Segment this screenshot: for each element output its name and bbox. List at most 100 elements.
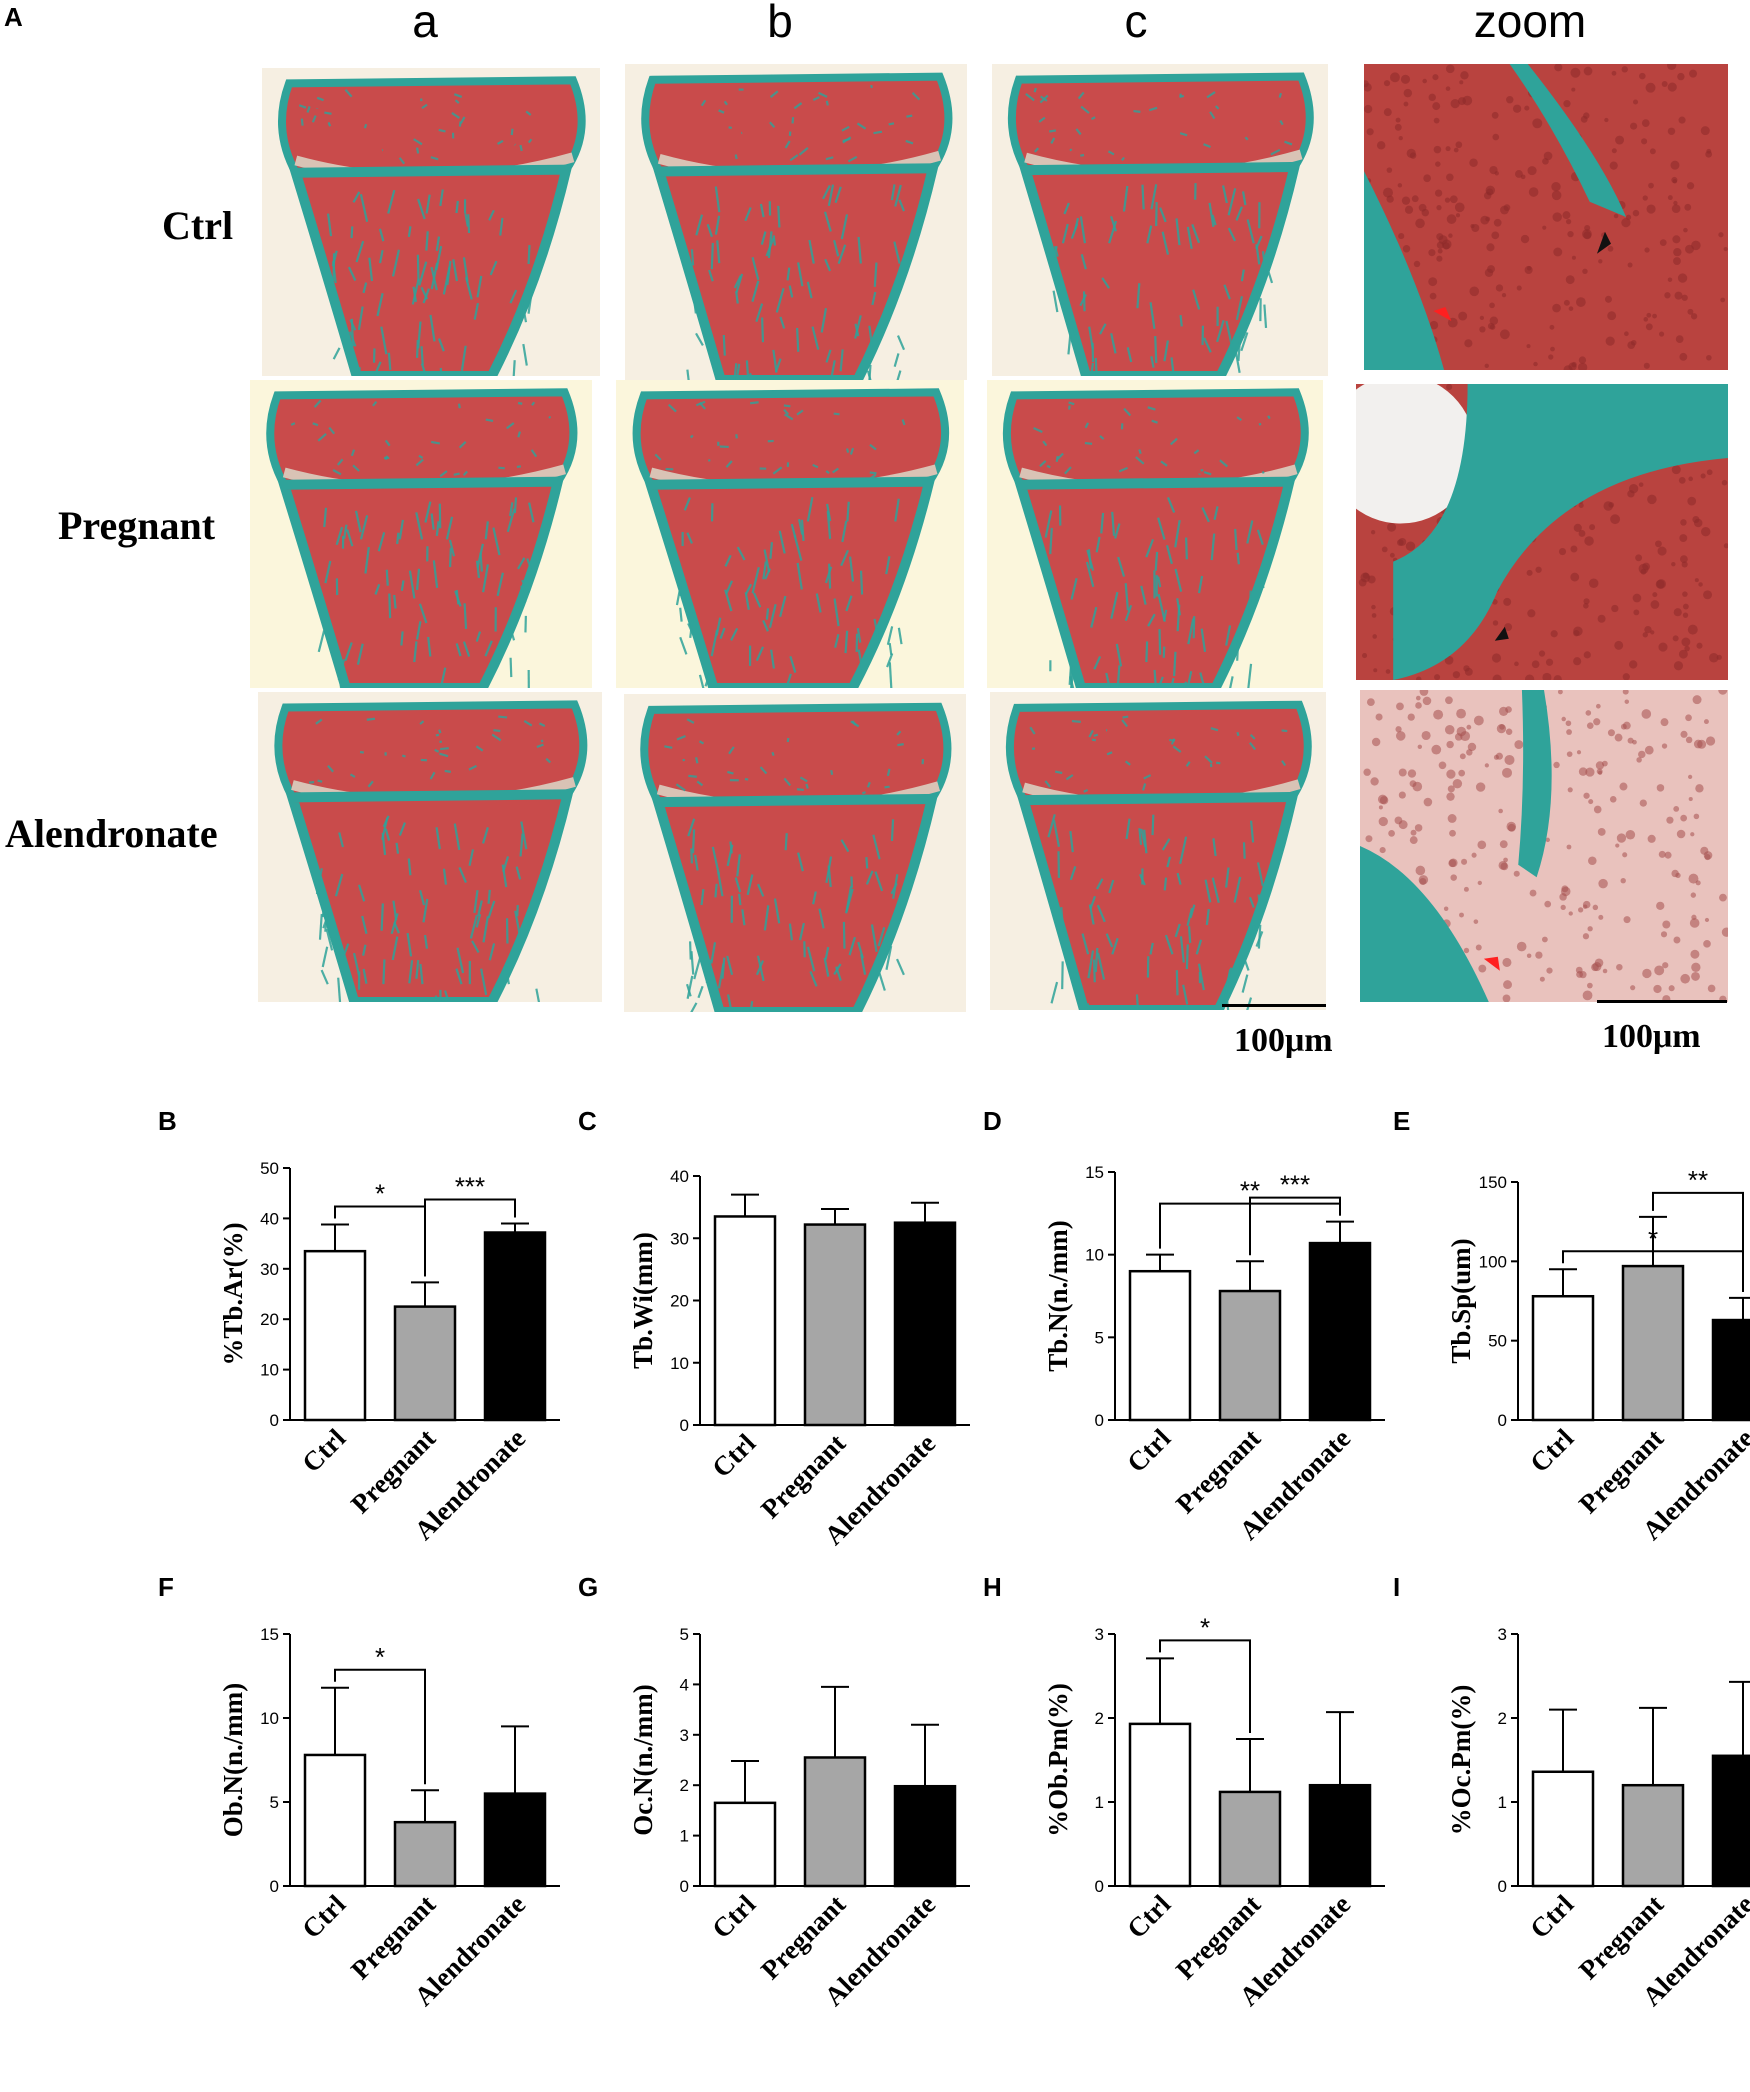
panel-label-d: D <box>983 1106 1002 1136</box>
x-tick-label-pregnant: Pregnant <box>1170 1423 1266 1519</box>
bar-alendronate <box>895 1786 955 1886</box>
micrograph-pregnant-a <box>250 380 592 688</box>
y-tick-label: 40 <box>260 1209 279 1228</box>
bar-pregnant <box>1220 1792 1280 1886</box>
y-axis-label: Ob.N(n./mm) <box>218 1683 248 1838</box>
micrograph-alendronate-b <box>624 694 966 1012</box>
micrograph-pregnant-c <box>987 380 1323 688</box>
y-tick-label: 5 <box>680 1625 689 1644</box>
bar-alendronate <box>1310 1785 1370 1886</box>
y-tick-label: 50 <box>1488 1332 1507 1351</box>
panel-label-e: E <box>1393 1106 1410 1136</box>
y-tick-label: 40 <box>670 1167 689 1186</box>
y-tick-label: 0 <box>1095 1411 1104 1430</box>
y-tick-label: 2 <box>680 1776 689 1795</box>
panel-label-a: A <box>4 2 23 33</box>
bar-alendronate <box>895 1223 955 1425</box>
scale-bar-line-1 <box>1222 1004 1326 1007</box>
bar-ctrl <box>1130 1271 1190 1420</box>
y-tick-label: 3 <box>1095 1625 1104 1644</box>
scale-bar-label-2: 100μm <box>1602 1018 1701 1056</box>
y-tick-label: 15 <box>1085 1163 1104 1182</box>
y-tick-label: 5 <box>1095 1328 1104 1347</box>
x-tick-label-ctrl: Ctrl <box>706 1428 761 1483</box>
y-axis-label: Oc.N(n./mm) <box>628 1684 658 1835</box>
y-tick-label: 20 <box>260 1310 279 1329</box>
x-tick-label-pregnant: Pregnant <box>755 1889 851 1985</box>
bar-alendronate <box>1713 1756 1750 1886</box>
x-tick-label-ctrl: Ctrl <box>296 1423 351 1478</box>
significance-label: *** <box>455 1171 485 1201</box>
scale-bar-line-2 <box>1597 1000 1727 1003</box>
significance-label: * <box>1648 1223 1658 1253</box>
bar-pregnant <box>805 1757 865 1886</box>
y-tick-label: 0 <box>680 1416 689 1435</box>
y-axis-label: Tb.Wi(mm) <box>628 1232 658 1369</box>
chart-e: E050100150Tb.Sp(um)CtrlPregnantAlendrona… <box>1385 1106 1745 1626</box>
y-tick-label: 0 <box>680 1877 689 1896</box>
panel-label-c: C <box>578 1106 597 1136</box>
y-tick-label: 2 <box>1095 1709 1104 1728</box>
x-tick-label-pregnant: Pregnant <box>755 1428 851 1524</box>
column-label-a: a <box>365 0 485 48</box>
bar-ctrl <box>1130 1724 1190 1886</box>
x-tick-label-pregnant: Pregnant <box>1573 1889 1669 1985</box>
chart-b: B01020304050%Tb.Ar(%)CtrlPregnantAlendro… <box>150 1106 510 1626</box>
bar-pregnant <box>1220 1291 1280 1420</box>
y-tick-label: 10 <box>670 1354 689 1373</box>
bar-pregnant <box>805 1225 865 1425</box>
y-tick-label: 3 <box>1498 1625 1507 1644</box>
row-label-alendronate: Alendronate <box>5 810 218 857</box>
y-axis-label: %Ob.Pm(%) <box>1043 1683 1073 1837</box>
y-tick-label: 50 <box>260 1159 279 1178</box>
bar-alendronate <box>1310 1243 1370 1420</box>
y-tick-label: 1 <box>1498 1793 1507 1812</box>
bar-alendronate <box>1713 1320 1750 1420</box>
x-tick-label-ctrl: Ctrl <box>1524 1889 1579 1944</box>
y-axis-label: Tb.Sp(um) <box>1446 1238 1476 1363</box>
bar-ctrl <box>305 1251 365 1420</box>
panel-label-f: F <box>158 1572 174 1602</box>
bar-pregnant <box>1623 1266 1683 1420</box>
y-tick-label: 3 <box>680 1726 689 1745</box>
scale-bar-label-1: 100μm <box>1234 1022 1333 1060</box>
y-tick-label: 2 <box>1498 1709 1507 1728</box>
micrograph-pregnant-b <box>616 380 964 688</box>
bar-ctrl <box>715 1216 775 1425</box>
x-tick-label-pregnant: Pregnant <box>345 1423 441 1519</box>
significance-label: *** <box>1280 1170 1310 1200</box>
micrograph-ctrl-b <box>625 64 967 380</box>
panel-label-g: G <box>578 1572 598 1602</box>
bar-pregnant <box>395 1822 455 1886</box>
x-tick-label-ctrl: Ctrl <box>1121 1889 1176 1944</box>
y-tick-label: 1 <box>680 1827 689 1846</box>
significance-label: ** <box>1688 1165 1708 1195</box>
y-tick-label: 0 <box>270 1411 279 1430</box>
y-tick-label: 0 <box>1498 1411 1507 1430</box>
y-tick-label: 30 <box>670 1229 689 1248</box>
panel-label-i: I <box>1393 1572 1400 1602</box>
y-tick-label: 30 <box>260 1260 279 1279</box>
significance-bracket <box>1160 1640 1250 1733</box>
column-label-b: b <box>720 0 840 48</box>
micrograph-ctrl-a <box>262 68 600 376</box>
bar-ctrl <box>305 1755 365 1886</box>
micrograph-ctrl-zoom <box>1364 64 1728 370</box>
significance-label: * <box>1200 1612 1210 1642</box>
x-tick-label-ctrl: Ctrl <box>1524 1423 1579 1478</box>
row-label-pregnant: Pregnant <box>58 502 215 549</box>
significance-label: * <box>375 1642 385 1672</box>
x-tick-label-ctrl: Ctrl <box>296 1889 351 1944</box>
bar-alendronate <box>485 1233 545 1420</box>
column-label-zoom: zoom <box>1420 0 1640 48</box>
bar-pregnant <box>395 1307 455 1420</box>
micrograph-pregnant-zoom <box>1356 384 1728 680</box>
bar-ctrl <box>1533 1772 1593 1886</box>
panel-label-h: H <box>983 1572 1002 1602</box>
y-tick-label: 150 <box>1479 1173 1507 1192</box>
y-tick-label: 4 <box>680 1675 689 1694</box>
panel-label-b: B <box>158 1106 177 1136</box>
x-tick-label-pregnant: Pregnant <box>1573 1423 1669 1519</box>
